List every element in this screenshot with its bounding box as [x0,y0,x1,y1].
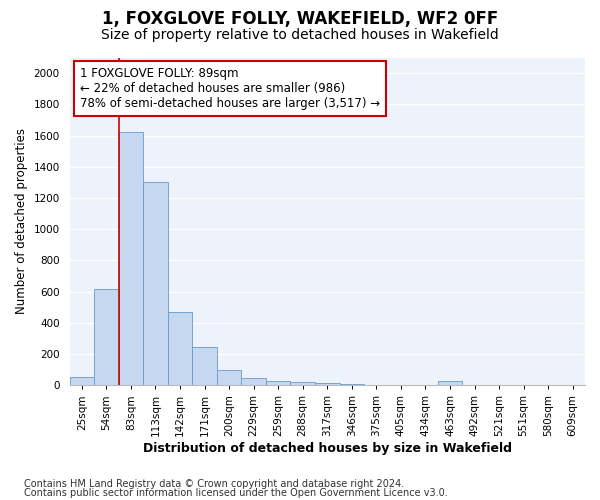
Bar [143,182,168,386]
Text: Contains HM Land Registry data © Crown copyright and database right 2024.: Contains HM Land Registry data © Crown c… [24,479,404,489]
Text: 1 FOXGLOVE FOLLY: 89sqm
← 22% of detached houses are smaller (986)
78% of semi-d: 1 FOXGLOVE FOLLY: 89sqm ← 22% of detache… [80,68,380,110]
Bar [94,288,119,386]
Bar [290,382,315,386]
Y-axis label: Number of detached properties: Number of detached properties [15,128,28,314]
Bar [70,378,94,386]
Text: 1, FOXGLOVE FOLLY, WAKEFIELD, WF2 0FF: 1, FOXGLOVE FOLLY, WAKEFIELD, WF2 0FF [102,10,498,28]
Bar [119,132,143,386]
Bar [266,380,290,386]
Bar [241,378,266,386]
Bar [168,312,192,386]
Bar [438,380,462,386]
X-axis label: Distribution of detached houses by size in Wakefield: Distribution of detached houses by size … [143,442,512,455]
Text: Size of property relative to detached houses in Wakefield: Size of property relative to detached ho… [101,28,499,42]
Text: Contains public sector information licensed under the Open Government Licence v3: Contains public sector information licen… [24,488,448,498]
Bar [340,384,364,386]
Bar [315,383,340,386]
Bar [217,370,241,386]
Bar [192,347,217,386]
